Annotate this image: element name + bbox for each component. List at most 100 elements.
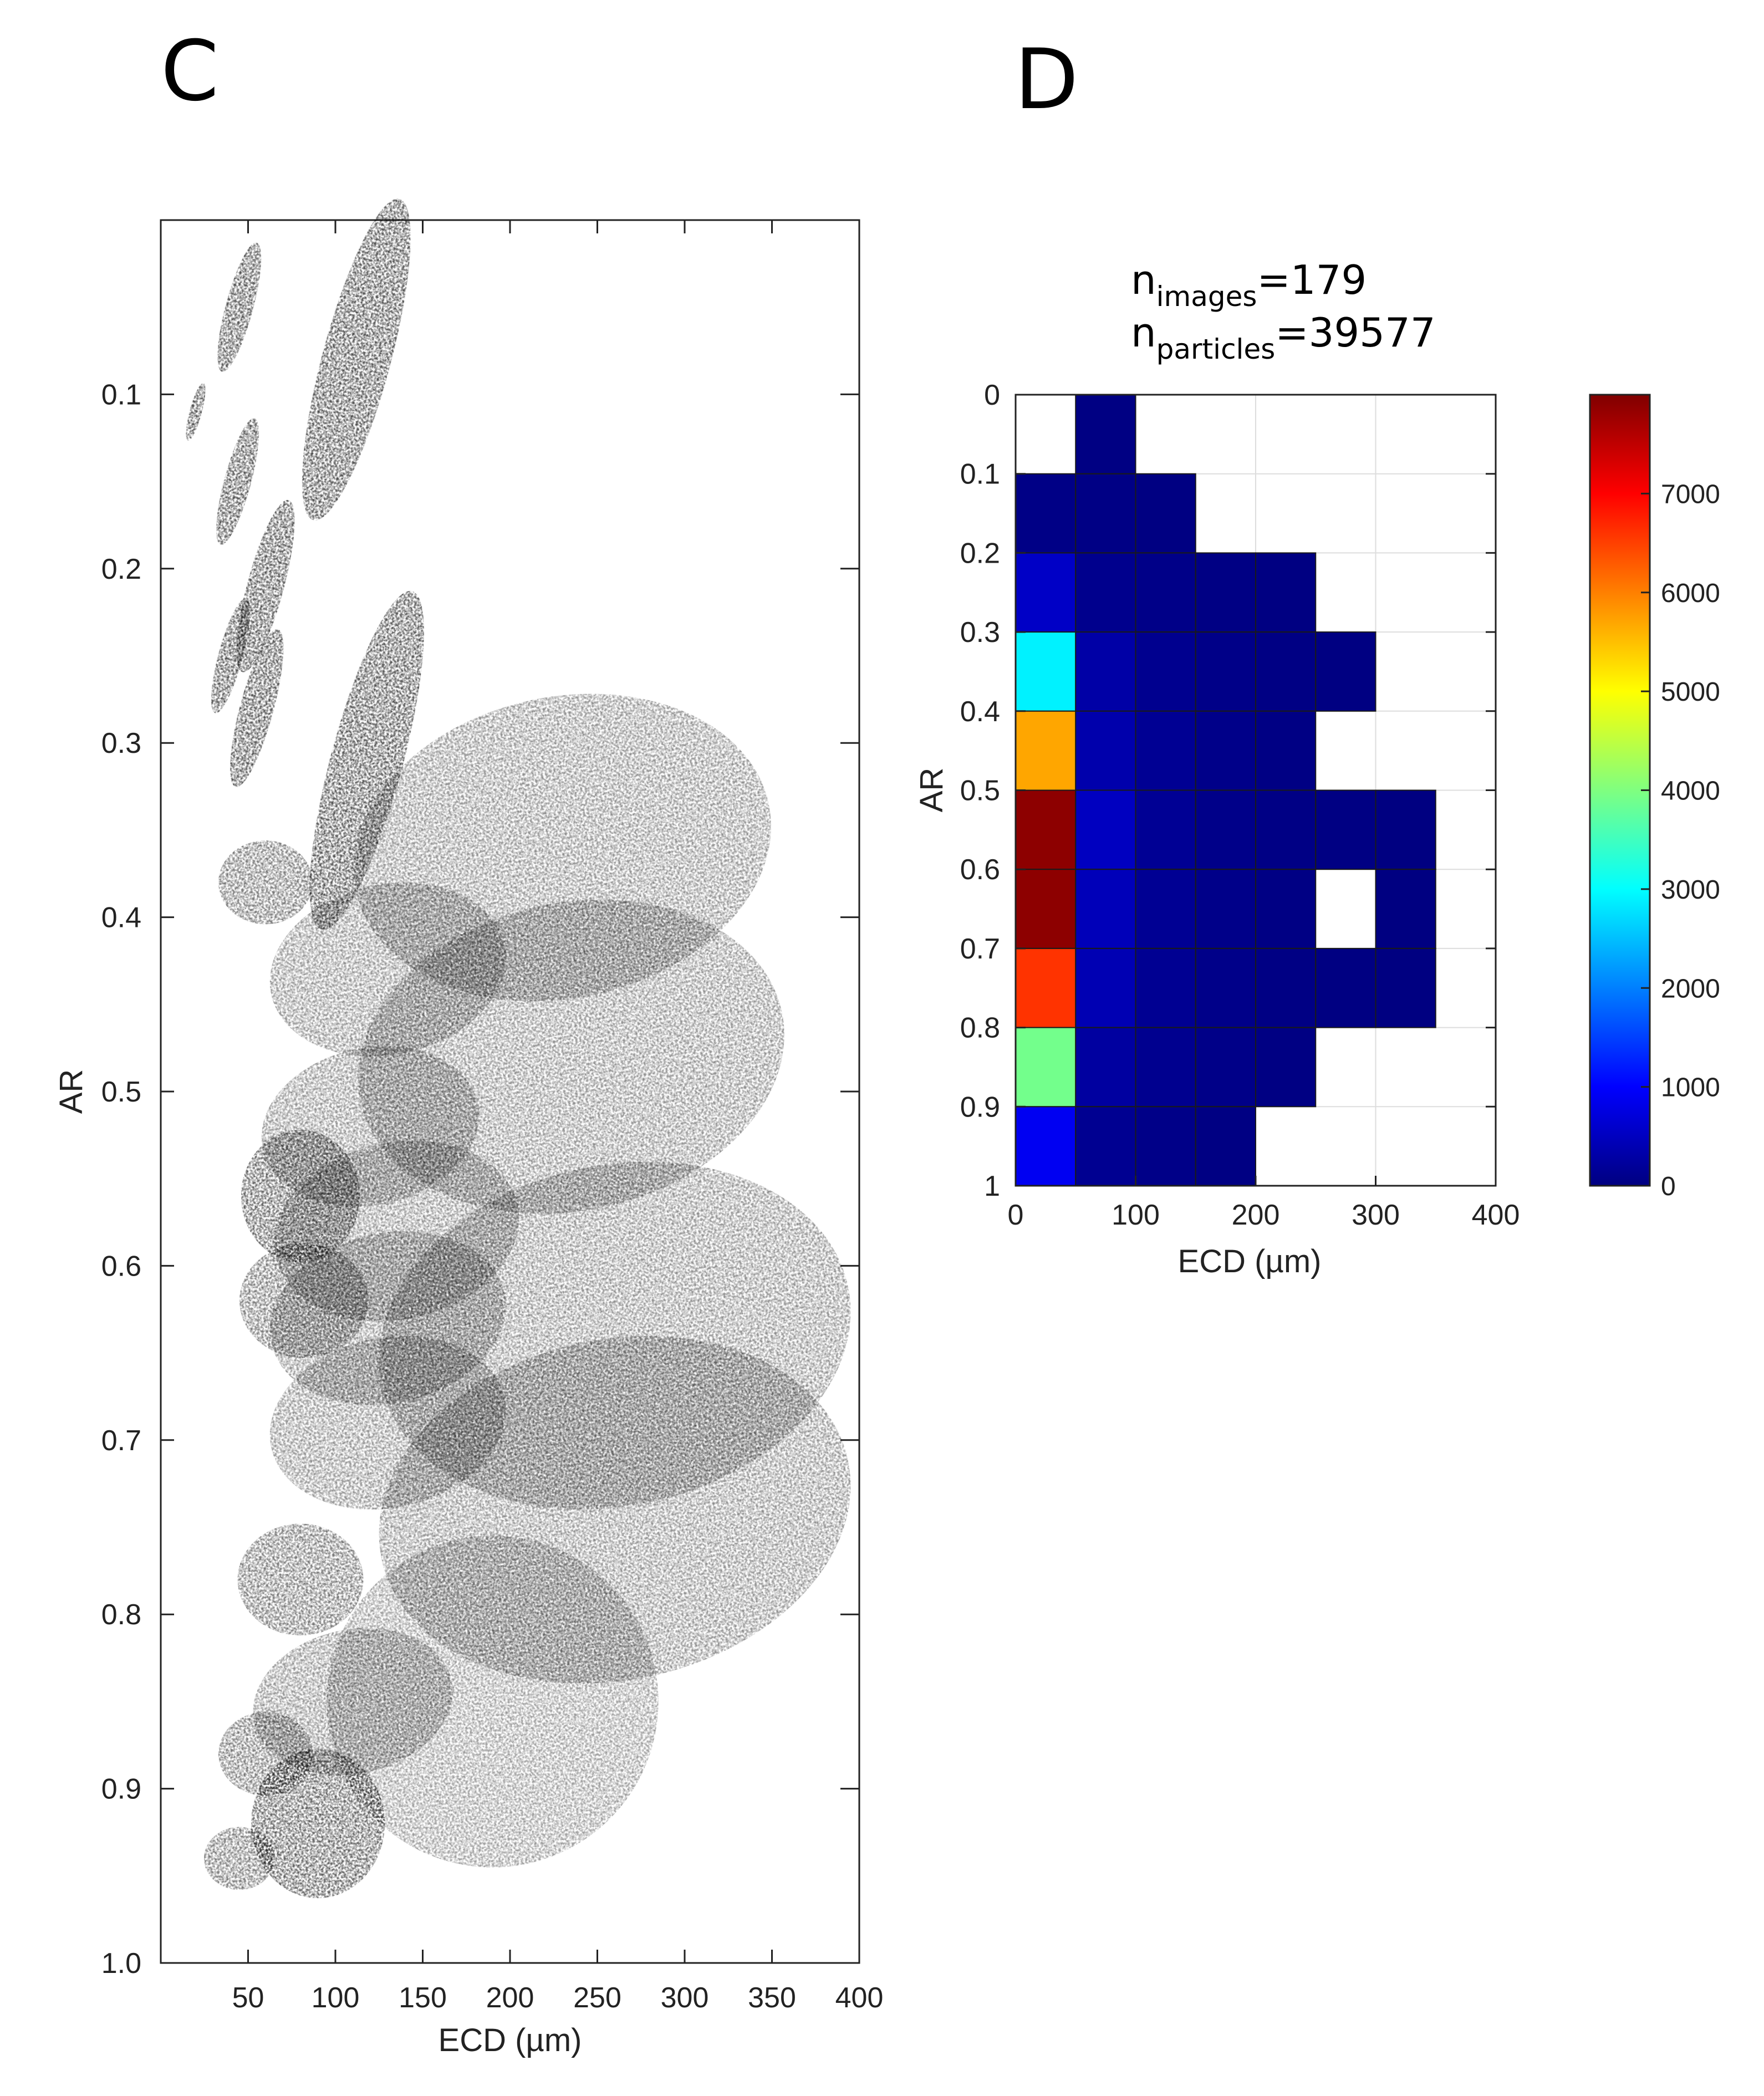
c-x-tick-label-350: 350 [748, 1982, 796, 2014]
panel-letter-c: C [161, 23, 219, 120]
c-y-tick-label-2: 0.3 [101, 727, 141, 759]
panel-d-y-axis-title: AR [914, 768, 950, 813]
d-y-tick-label-1: 0.1 [960, 458, 1000, 491]
c-x-tick-label-250: 250 [573, 1982, 621, 2014]
d-x-tick-label-400: 400 [1472, 1199, 1520, 1231]
particle-24 [251, 1748, 385, 1899]
n-images-annotation: nimages=179 [1131, 257, 1367, 313]
n-particles-value: =39577 [1275, 309, 1435, 356]
heatmap-cell-r2-c3 [1195, 552, 1256, 633]
cb-tick-label-2000: 2000 [1661, 974, 1720, 1003]
d-y-tick-label-4: 0.4 [960, 696, 1000, 728]
particle-3 [216, 418, 259, 545]
heatmap-cell-r5-c2 [1135, 789, 1196, 870]
n-images-base: n [1131, 257, 1156, 303]
c-x-tick-label-100: 100 [312, 1982, 360, 2014]
d-y-tick-label-5: 0.5 [960, 775, 1000, 807]
heatmap-cell-r4-c4 [1255, 710, 1317, 791]
cb-tick-label-5000: 5000 [1661, 677, 1720, 707]
heatmap-cell-r3-c1 [1075, 631, 1136, 712]
c-y-tick-label-4: 0.5 [101, 1076, 141, 1108]
heatmap-cell-r5-c4 [1255, 789, 1317, 870]
heatmap-cell-r7-c0 [1015, 947, 1077, 1028]
colorbar-ticks: 0 1000 2000 3000 4000 5000 6000 7000 [1641, 480, 1720, 1201]
c-y-tick-label-3: 0.4 [101, 902, 141, 934]
c-x-tick-label-200: 200 [486, 1982, 534, 2014]
heatmap-cell-r9-c0 [1015, 1106, 1077, 1187]
c-y-tick-label-0: 0.1 [101, 379, 141, 411]
d-y-tick-label-7: 0.7 [960, 933, 1000, 965]
heatmap-cell-r9-c2 [1135, 1106, 1196, 1187]
c-x-tick-label-50: 50 [232, 1982, 264, 2014]
heatmap-cell-r9-c1 [1075, 1106, 1136, 1187]
heatmap-cell-r3-c2 [1135, 631, 1196, 712]
heatmap-cell-r7-c4 [1255, 947, 1317, 1028]
heatmap-cell-r4-c2 [1135, 710, 1196, 791]
particle-0 [217, 242, 262, 372]
c-y-tick-label-5: 0.6 [101, 1250, 141, 1282]
colorbar [1589, 394, 1651, 1187]
panel-c-particle-scatter: 50 100 150 200 250 300 350 400 0.10.20.30.40.50… [53, 198, 884, 2058]
particle-7 [309, 590, 424, 930]
particle-9 [218, 840, 313, 925]
d-x-tick-label-100: 100 [1112, 1199, 1160, 1231]
c-x-tick-label-300: 300 [661, 1982, 709, 2014]
heatmap-cell-r5-c5 [1315, 789, 1376, 870]
cb-tick-label-7000: 7000 [1661, 480, 1720, 509]
heatmap-cell-r6-c6 [1375, 869, 1436, 949]
heatmap-cell-r3-c4 [1255, 631, 1317, 712]
panel-c-particles [186, 198, 851, 1899]
n-particles-base: n [1131, 309, 1156, 356]
particle-4 [236, 499, 295, 672]
d-y-tick-label-10: 1 [984, 1170, 1000, 1202]
d-y-tick-label-8: 0.8 [960, 1012, 1000, 1044]
panel-d-heatmap: nimages=179 nparticles=39577 0 100 200 300 4… [914, 257, 1720, 1279]
c-x-tick-label-400: 400 [835, 1982, 884, 2014]
d-y-tick-label-9: 0.9 [960, 1091, 1000, 1123]
cb-tick-label-4000: 4000 [1661, 777, 1720, 806]
n-particles-subscript: particles [1156, 333, 1276, 365]
heatmap-cell-r8-c4 [1255, 1027, 1317, 1108]
particle-20 [237, 1523, 364, 1636]
heatmap-cell-r7-c6 [1375, 947, 1436, 1028]
n-particles-annotation: nparticles=39577 [1131, 309, 1436, 365]
heatmap-cell-r7-c2 [1135, 947, 1196, 1028]
d-x-tick-label-200: 200 [1232, 1199, 1280, 1231]
c-y-tick-label-1: 0.2 [101, 553, 141, 585]
d-x-tick-label-300: 300 [1352, 1199, 1400, 1231]
d-y-tick-label-6: 0.6 [960, 854, 1000, 886]
heatmap-cell-r9-c3 [1195, 1106, 1256, 1187]
heatmap-cell-r4-c3 [1195, 710, 1256, 791]
panel-d-cells [1015, 394, 1436, 1187]
panel-c-x-axis-title: ECD (µm) [439, 2022, 582, 2058]
heatmap-cell-r5-c6 [1375, 789, 1436, 870]
d-y-tick-label-0: 0 [984, 379, 1000, 411]
heatmap-cell-r7-c3 [1195, 947, 1256, 1028]
cb-tick-label-6000: 6000 [1661, 579, 1720, 608]
heatmap-cell-r2-c1 [1075, 552, 1136, 633]
heatmap-cell-r6-c0 [1015, 869, 1077, 949]
c-y-tick-label-8: 0.9 [101, 1773, 141, 1806]
heatmap-cell-r6-c3 [1195, 869, 1256, 949]
cb-tick-label-3000: 3000 [1661, 875, 1720, 905]
particle-6 [230, 629, 284, 787]
c-y-tick-label-9: 1.0 [101, 1947, 141, 1980]
heatmap-cell-r6-c4 [1255, 869, 1317, 949]
panel-letter-d: D [1014, 32, 1079, 128]
heatmap-cell-r3-c5 [1315, 631, 1376, 712]
heatmap-cell-r6-c1 [1075, 869, 1136, 949]
heatmap-cell-r1-c0 [1015, 473, 1077, 554]
n-images-value: =179 [1257, 257, 1367, 303]
cb-tick-label-1000: 1000 [1661, 1073, 1720, 1103]
panel-d-x-axis-title: ECD (µm) [1178, 1243, 1322, 1279]
d-y-tick-label-2: 0.2 [960, 537, 1000, 569]
panel-c-x-ticks: 50 100 150 200 250 300 350 400 [232, 220, 884, 2014]
n-images-subscript: images [1156, 281, 1257, 313]
heatmap-cell-r2-c4 [1255, 552, 1317, 633]
panel-c-y-ticks: 0.1 0.2 0.3 0.4 0.5 0.6 0.7 0.8 0.9 1.0 [101, 379, 859, 1980]
heatmap-cell-r4-c0 [1015, 710, 1077, 791]
particle-22 [327, 1536, 659, 1868]
panel-d-y-ticks: 0 0.1 0.2 0.3 0.4 0.5 0.6 0.7 0.8 0.9 1 [960, 379, 1496, 1202]
heatmap-cell-r1-c2 [1135, 473, 1196, 554]
heatmap-cell-r8-c0 [1015, 1027, 1077, 1108]
